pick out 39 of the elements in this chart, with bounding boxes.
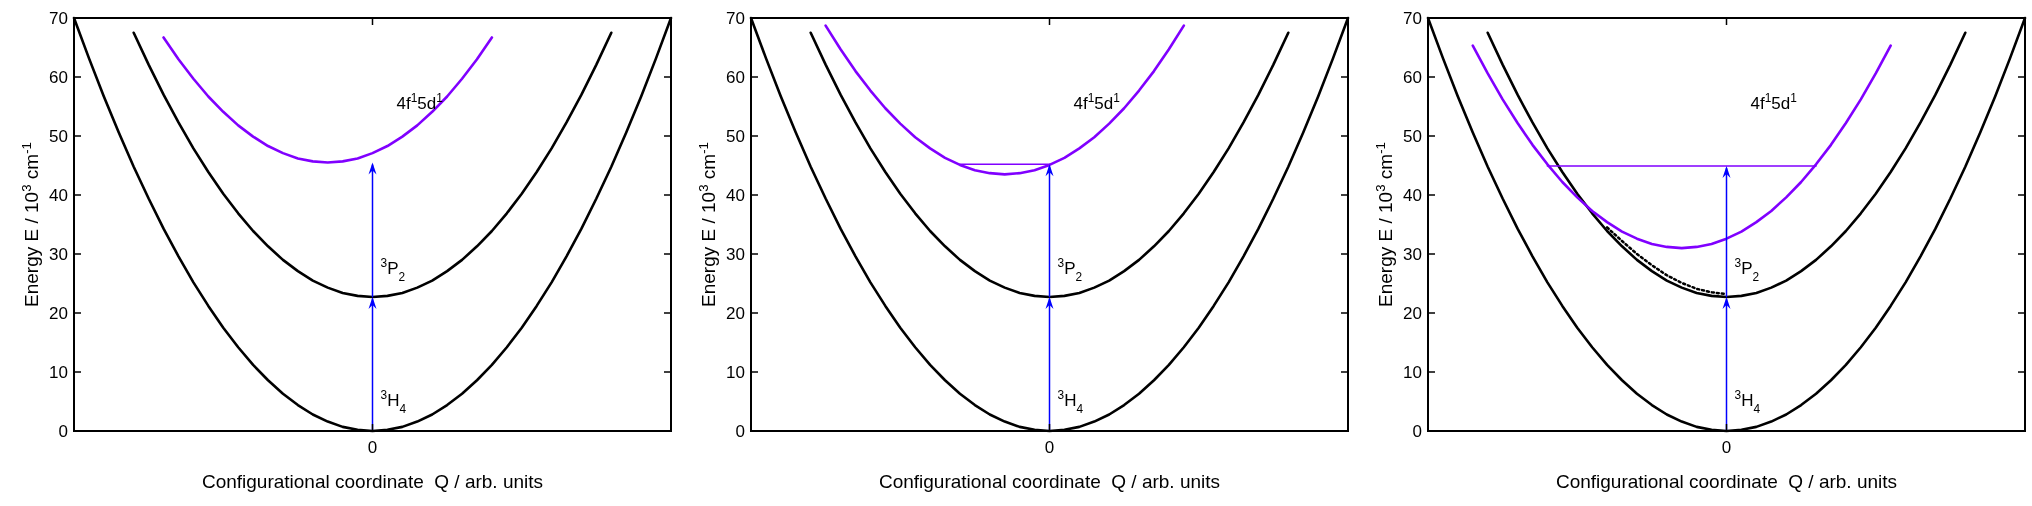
y-tick-label: 50	[49, 126, 68, 146]
y-tick-label: 20	[49, 303, 68, 323]
annotation: $^{3}$P$_{2}$	[380, 256, 406, 285]
y-tick-label: 50	[1403, 126, 1422, 146]
annotation: 4f$^{1}$5d$^{1}$	[396, 90, 444, 113]
y-tick-label: 50	[726, 126, 745, 146]
x-axis-title: Configurational coordinate Q / arb. units	[878, 471, 1221, 492]
y-tick-label: 10	[49, 362, 68, 382]
y-tick-label: 30	[49, 244, 68, 264]
y-tick-label: 0	[58, 421, 68, 441]
y-tick-label: 20	[726, 303, 745, 323]
y-tick-label: 40	[726, 185, 745, 205]
y-tick-label: 0	[1412, 421, 1422, 441]
y-tick-label: 60	[1403, 67, 1422, 87]
y-tick-label: 70	[1403, 8, 1422, 28]
y-tick-label: 20	[1403, 303, 1422, 323]
y-tick-label: 30	[726, 244, 745, 264]
y-tick-label: 60	[49, 67, 68, 87]
x-axis-title: Configurational coordinate Q / arb. units	[1555, 471, 1898, 492]
annotation: 4f$^{1}$5d$^{1}$	[1073, 90, 1121, 113]
y-tick-label: 70	[726, 8, 745, 28]
annotation: $^{3}$P$_{2}$	[1057, 256, 1083, 285]
x-tick-label: 0	[1721, 438, 1732, 457]
annotation: 4f$^{1}$5d$^{1}$	[1750, 90, 1798, 113]
y-tick-label: 40	[49, 185, 68, 205]
x-tick-label: 0	[1044, 438, 1055, 457]
annotation: $^{3}$H$_{4}$	[1057, 388, 1084, 417]
y-tick-label: 10	[726, 362, 745, 382]
x-tick-label: 0	[367, 438, 378, 457]
y-tick-label: 30	[1403, 244, 1422, 264]
y-tick-label: 0	[735, 421, 745, 441]
annotation: $^{3}$P$_{2}$	[1734, 256, 1760, 285]
y-tick-label: 40	[1403, 185, 1422, 205]
y-tick-label: 60	[726, 67, 745, 87]
annotation: $^{3}$H$_{4}$	[1734, 388, 1761, 417]
annotation: $^{3}$H$_{4}$	[380, 388, 407, 417]
y-tick-label: 70	[49, 8, 68, 28]
y-tick-label: 10	[1403, 362, 1422, 382]
x-axis-title: Configurational coordinate Q / arb. units	[201, 471, 544, 492]
